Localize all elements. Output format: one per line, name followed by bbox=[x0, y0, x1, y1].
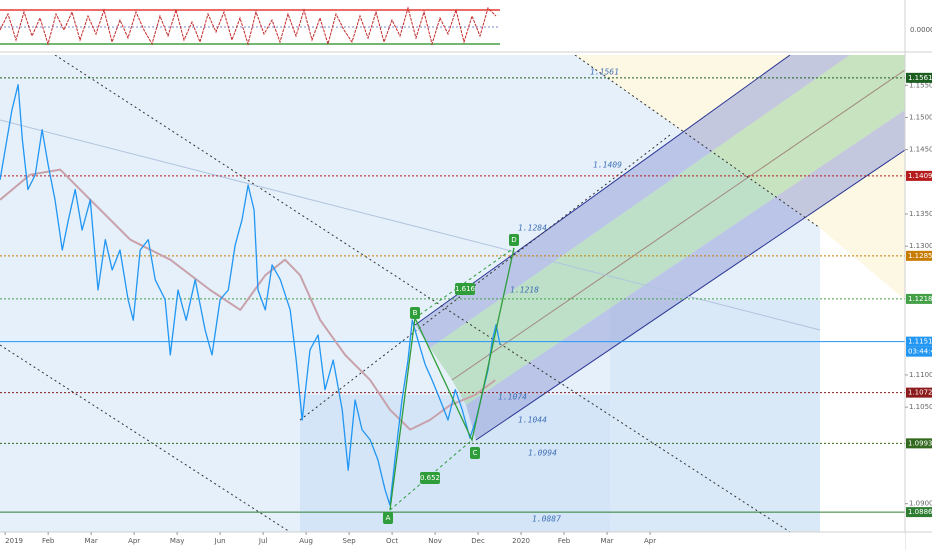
y-tick-label: 1.13000 bbox=[909, 242, 932, 250]
x-tick-label: Jul bbox=[258, 537, 268, 545]
drawings bbox=[0, 55, 905, 532]
x-tick-label: Feb bbox=[558, 537, 571, 545]
pitchfork-line bbox=[414, 55, 791, 326]
pitchfork-line bbox=[475, 149, 905, 441]
levels bbox=[0, 77, 905, 513]
x-tick-label: Mar bbox=[600, 537, 613, 545]
series bbox=[0, 83, 501, 506]
y-tick-label: 1.13500 bbox=[909, 210, 932, 218]
price-badge-label: 1.10725 bbox=[908, 389, 932, 397]
y-tick-label: 1.11000 bbox=[909, 371, 932, 379]
pattern-badge bbox=[455, 283, 475, 295]
pattern-label: A bbox=[386, 514, 391, 522]
x-tick-label: Feb bbox=[42, 537, 55, 545]
pattern-label: 1.616 bbox=[455, 285, 476, 293]
x-tick-label: Aug bbox=[299, 537, 313, 545]
bg-box bbox=[300, 395, 610, 532]
oscillator-pane: 0.0000 bbox=[0, 0, 932, 53]
x-tick-label: Mar bbox=[85, 537, 98, 545]
pitchfork-band bbox=[415, 55, 850, 348]
countdown-badge bbox=[906, 346, 932, 357]
y-tick-label: 1.10500 bbox=[909, 403, 932, 411]
oscillator-bg bbox=[0, 0, 500, 50]
price-badge-label: 1.11517 bbox=[908, 338, 932, 346]
price-badge-label: 1.09937 bbox=[908, 439, 932, 447]
x-tick-label: 2020 bbox=[512, 537, 530, 545]
pitchfork-line bbox=[451, 69, 905, 381]
y-tick-label: 1.09000 bbox=[909, 500, 932, 508]
price-badge bbox=[906, 293, 932, 304]
price-badge bbox=[906, 72, 932, 83]
x-tick-label: Apr bbox=[644, 537, 656, 545]
price-annotation: 1.1409 bbox=[593, 161, 622, 170]
pattern-badge bbox=[509, 234, 519, 246]
price-badge-label: 1.15615 bbox=[908, 74, 932, 82]
pattern-label: C bbox=[473, 449, 478, 457]
bg-box bbox=[610, 300, 820, 532]
oscillator-line bbox=[0, 6, 497, 46]
time-axis bbox=[0, 532, 905, 550]
labels: 1.1561 1.1409 1.1284 1.1218 1.1074 1.1044 1.09… bbox=[383, 68, 622, 524]
price-annotation: 1.1284 bbox=[518, 224, 547, 233]
pattern-label: 0.652 bbox=[420, 474, 440, 482]
price-badge-label: 1.14092 bbox=[908, 172, 932, 180]
price-badge bbox=[906, 250, 932, 261]
price-annotation: 1.0994 bbox=[528, 449, 557, 458]
x-tick-label: Dec bbox=[471, 537, 485, 545]
price-badge-label: 1.12850 bbox=[908, 252, 932, 260]
x-tick-label: Sep bbox=[343, 537, 357, 545]
pattern-label: D bbox=[511, 236, 516, 244]
price-badge bbox=[906, 336, 932, 347]
x-tick-label: Oct bbox=[386, 537, 398, 545]
trend-line bbox=[0, 119, 821, 331]
pattern-badge bbox=[420, 472, 440, 484]
pitchfork-band bbox=[452, 70, 905, 405]
price-axis bbox=[905, 55, 932, 532]
price-annotation: 1.1218 bbox=[510, 286, 539, 295]
pattern-label: B bbox=[413, 309, 418, 317]
price-annotation: 1.1561 bbox=[590, 68, 619, 77]
y-tick-label: 1.15500 bbox=[909, 81, 932, 89]
price-badge bbox=[906, 170, 932, 181]
x-tick-label: Nov bbox=[428, 537, 442, 545]
axes: 1.15500 1.15000 1.14500 1.13500 1.13000 1.110… bbox=[4, 72, 932, 545]
y-tick-label: 1.15000 bbox=[909, 113, 932, 121]
x-tick-label: Apr bbox=[128, 537, 140, 545]
price-badge-label: 1.08869 bbox=[908, 508, 932, 516]
price-annotation: 1.0887 bbox=[532, 515, 561, 524]
pitchfork-band bbox=[466, 110, 905, 440]
price-badge bbox=[906, 438, 932, 449]
pattern-badge bbox=[470, 447, 480, 459]
price-annotation: 1.1044 bbox=[518, 416, 547, 425]
y-tick-label: 1.14500 bbox=[909, 146, 932, 154]
countdown: 03:44:44 bbox=[908, 348, 932, 356]
price-line bbox=[0, 83, 501, 506]
pattern-badge bbox=[383, 512, 393, 524]
trend-line bbox=[54, 55, 791, 532]
pattern-badge bbox=[410, 307, 420, 319]
price-annotation: 1.1074 bbox=[498, 393, 527, 402]
oscillator-tick-label: 0.0000 bbox=[910, 26, 932, 34]
x-tick-label: Jun bbox=[214, 537, 226, 545]
x-tick-label: 2019 bbox=[5, 537, 23, 545]
price-badge bbox=[906, 507, 932, 518]
x-tick-label: May bbox=[170, 537, 184, 545]
pattern-line bbox=[389, 247, 515, 511]
price-line bbox=[0, 168, 496, 431]
price-badge bbox=[906, 387, 932, 398]
